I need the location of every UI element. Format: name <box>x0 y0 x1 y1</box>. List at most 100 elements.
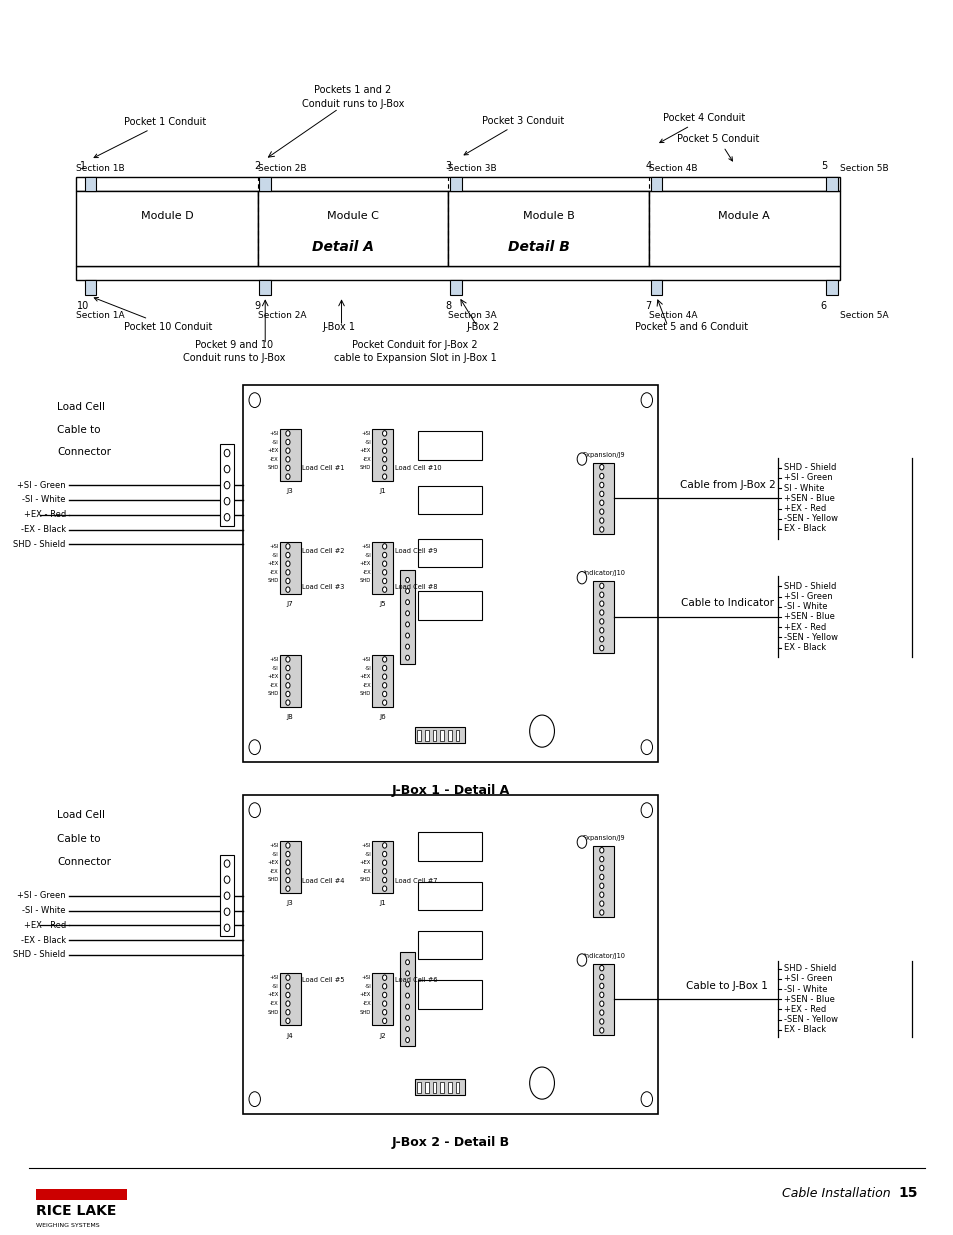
Text: Load Cell #4: Load Cell #4 <box>302 878 345 884</box>
Circle shape <box>224 514 230 521</box>
Bar <box>433 1082 436 1093</box>
Bar <box>372 841 393 893</box>
Circle shape <box>640 803 652 818</box>
Text: -EX: -EX <box>270 869 278 874</box>
Circle shape <box>577 572 586 584</box>
Circle shape <box>405 656 409 661</box>
Circle shape <box>529 715 554 747</box>
Bar <box>650 177 661 191</box>
Bar <box>259 177 271 191</box>
Text: -SI - White: -SI - White <box>22 906 66 915</box>
Circle shape <box>286 983 290 989</box>
Bar <box>279 542 300 594</box>
Text: 1: 1 <box>79 161 86 170</box>
Text: Section 3A: Section 3A <box>448 311 497 320</box>
Bar <box>825 280 837 295</box>
Circle shape <box>286 877 290 883</box>
Circle shape <box>382 860 386 866</box>
Bar <box>417 832 482 861</box>
Circle shape <box>286 851 290 857</box>
Circle shape <box>577 453 586 466</box>
Bar <box>85 280 96 295</box>
Text: 5: 5 <box>820 161 826 170</box>
Text: 3: 3 <box>444 161 451 170</box>
Text: Cable to Indicator: Cable to Indicator <box>680 598 773 609</box>
Bar <box>416 727 465 743</box>
Text: 15: 15 <box>898 1186 917 1200</box>
Text: Detail A: Detail A <box>313 240 374 254</box>
Text: +SEN - Blue: +SEN - Blue <box>783 994 834 1004</box>
Circle shape <box>599 883 603 888</box>
Circle shape <box>286 552 290 558</box>
Circle shape <box>286 683 290 688</box>
Text: Module B: Module B <box>522 211 574 221</box>
Text: +EX: +EX <box>267 993 278 998</box>
Bar <box>400 952 415 1046</box>
Text: J-Box 1: J-Box 1 <box>322 322 355 332</box>
Circle shape <box>577 953 586 966</box>
Text: Cable Installation: Cable Installation <box>781 1187 890 1199</box>
Text: +EX: +EX <box>359 448 371 453</box>
Text: Load Cell #2: Load Cell #2 <box>302 548 345 555</box>
Circle shape <box>224 466 230 473</box>
Circle shape <box>286 561 290 567</box>
Bar <box>372 973 393 1025</box>
Circle shape <box>224 892 230 899</box>
Circle shape <box>286 666 290 671</box>
Bar <box>448 1082 452 1093</box>
Text: +SI - Green: +SI - Green <box>17 892 66 900</box>
Text: Module A: Module A <box>718 211 769 221</box>
Text: Pocket 1 Conduit: Pocket 1 Conduit <box>94 117 206 158</box>
Text: +EX: +EX <box>267 448 278 453</box>
Circle shape <box>529 1067 554 1099</box>
Text: +SI: +SI <box>361 844 371 848</box>
Circle shape <box>286 569 290 576</box>
Bar <box>417 431 482 459</box>
Text: Cable to J-Box 1: Cable to J-Box 1 <box>686 981 767 990</box>
Circle shape <box>286 448 290 453</box>
Bar <box>279 841 300 893</box>
Bar <box>417 730 421 741</box>
Text: 6: 6 <box>820 301 826 311</box>
Bar <box>400 571 415 664</box>
Circle shape <box>382 683 386 688</box>
Text: Section 1B: Section 1B <box>76 164 125 173</box>
Bar <box>220 445 233 526</box>
Bar <box>417 882 482 910</box>
Text: Pocket 4 Conduit: Pocket 4 Conduit <box>659 114 744 142</box>
Text: +EX - Red: +EX - Red <box>24 921 66 930</box>
Text: -EX: -EX <box>362 457 371 462</box>
Circle shape <box>382 983 386 989</box>
Circle shape <box>382 868 386 874</box>
Text: J-Box 2 - Detail B: J-Box 2 - Detail B <box>392 1136 509 1150</box>
Text: Indicator/J10: Indicator/J10 <box>582 571 624 577</box>
Text: J1: J1 <box>378 900 386 906</box>
Circle shape <box>382 552 386 558</box>
Circle shape <box>382 457 386 462</box>
Circle shape <box>382 587 386 593</box>
Circle shape <box>405 1004 409 1009</box>
Text: J-Box 2: J-Box 2 <box>466 322 498 332</box>
Text: SHD: SHD <box>267 1010 278 1015</box>
Bar <box>448 191 648 266</box>
Circle shape <box>599 646 603 651</box>
Circle shape <box>224 498 230 505</box>
Bar <box>417 538 482 567</box>
Text: +EX - Red: +EX - Red <box>783 622 825 631</box>
Bar <box>372 429 393 480</box>
Text: -SI: -SI <box>364 852 371 857</box>
Circle shape <box>405 578 409 583</box>
Text: Load Cell: Load Cell <box>57 403 105 412</box>
Text: +SI: +SI <box>361 976 371 981</box>
Text: SHD: SHD <box>267 692 278 697</box>
Bar <box>417 981 482 1009</box>
Circle shape <box>286 578 290 584</box>
Circle shape <box>599 492 603 496</box>
Text: J8: J8 <box>286 714 294 720</box>
Text: -EX: -EX <box>270 1002 278 1007</box>
Text: +SI - Green: +SI - Green <box>783 473 832 483</box>
Text: -EX: -EX <box>362 869 371 874</box>
Circle shape <box>640 393 652 408</box>
Bar <box>417 487 482 515</box>
Text: +SI - Green: +SI - Green <box>17 480 66 489</box>
